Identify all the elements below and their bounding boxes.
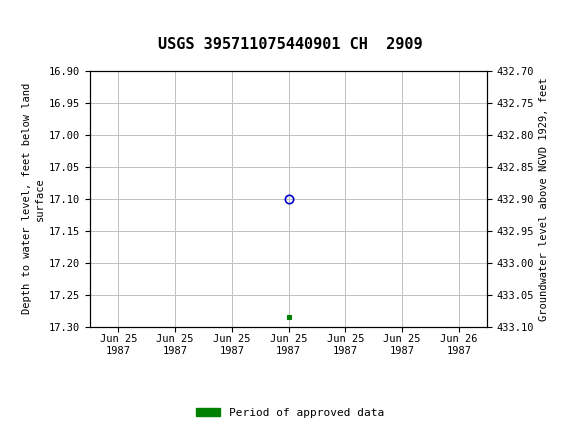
Text: USGS 395711075440901 CH  2909: USGS 395711075440901 CH 2909	[158, 37, 422, 52]
Y-axis label: Groundwater level above NGVD 1929, feet: Groundwater level above NGVD 1929, feet	[539, 77, 549, 321]
Y-axis label: Depth to water level, feet below land
surface: Depth to water level, feet below land su…	[21, 83, 45, 314]
Text: USGS: USGS	[78, 10, 133, 28]
Bar	[7, 5, 65, 34]
Legend: Period of approved data: Period of approved data	[191, 403, 389, 422]
